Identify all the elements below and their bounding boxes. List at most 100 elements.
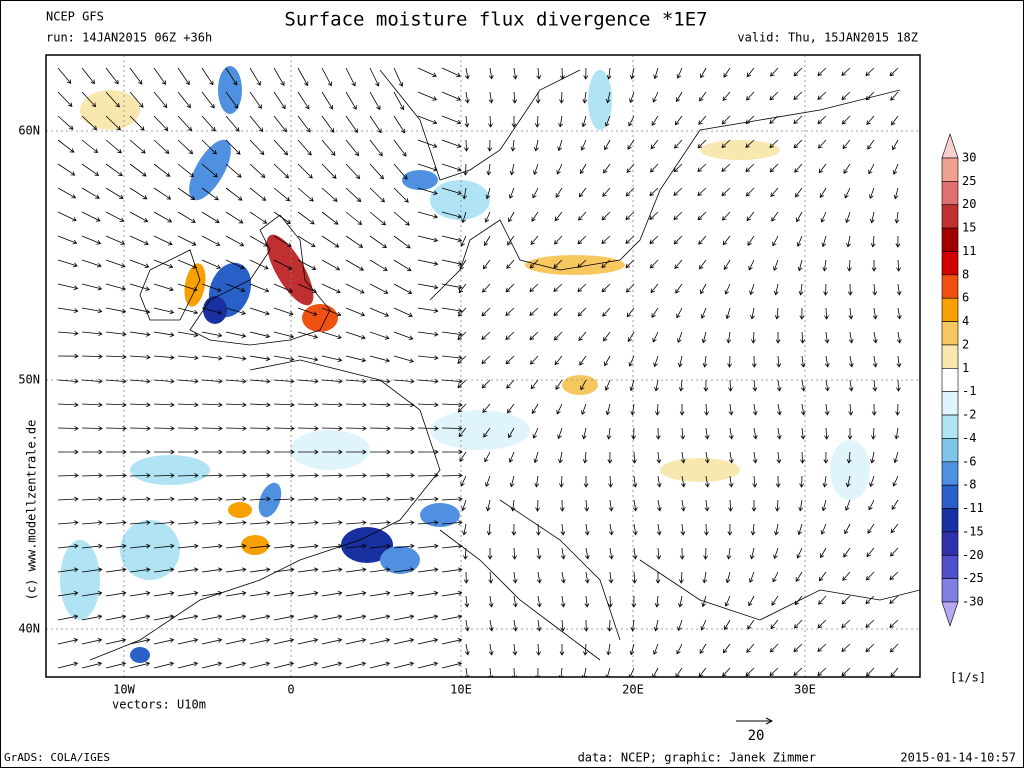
coastline (189, 214, 331, 346)
colorbar-label: 8 (962, 267, 969, 281)
coastline (139, 249, 201, 321)
shaded-region (562, 375, 598, 395)
colorbar-unit: [1/s] (950, 671, 986, 685)
shaded-region (184, 263, 206, 307)
wind-vectors (57, 67, 902, 677)
copyright: (c) www.modellzentrale.de (25, 420, 39, 601)
colorbar-label: 2 (962, 337, 969, 351)
lon-label: 20E (622, 683, 644, 697)
shaded-region (241, 535, 269, 555)
credits: data: NCEP; graphic: Janek Zimmer (578, 751, 816, 765)
colorbar-label: -20 (962, 548, 984, 562)
colorbar-box (941, 251, 959, 276)
reference-label: 20 (748, 728, 765, 744)
coastline (439, 499, 920, 661)
lat-label: 40N (18, 622, 40, 636)
colorbar-label: -15 (962, 524, 984, 538)
colorbar-label: -6 (962, 454, 976, 468)
shaded-region (120, 520, 180, 580)
colorbar-label: -2 (962, 408, 976, 422)
colorbar-label: -25 (962, 571, 984, 585)
colorbar-label: 20 (962, 197, 976, 211)
colorbar-box (941, 321, 959, 346)
colorbar-label: -11 (962, 501, 984, 515)
shaded-region (588, 70, 612, 130)
colorbar-box (941, 227, 959, 252)
lat-label: 50N (18, 373, 40, 387)
colorbar-box (941, 204, 959, 229)
shaded-region (258, 482, 282, 518)
colorbar-box (941, 438, 959, 463)
shaded-region (203, 296, 227, 324)
map-title: Surface moisture flux divergence *1E7 (284, 9, 707, 31)
model-name: NCEP GFS (46, 10, 104, 24)
shaded-region (525, 255, 625, 275)
shaded-region (80, 90, 140, 130)
shaded-region (430, 180, 490, 220)
colorbar-label: -8 (962, 478, 976, 492)
colorbar-box (941, 414, 959, 439)
shaded-region (189, 139, 231, 201)
colorbar-box (941, 368, 959, 392)
lon-label: 10W (113, 683, 135, 697)
colorbar-label: 1 (962, 361, 969, 375)
colorbar-box (941, 461, 959, 486)
field-shading (60, 66, 870, 663)
shaded-region (302, 304, 338, 332)
reference-arrow (736, 717, 774, 725)
software: GrADS: COLA/IGES (4, 751, 110, 764)
shaded-region (218, 66, 242, 114)
lon-label: 0 (287, 683, 294, 697)
coastlines (89, 69, 920, 661)
colorbar-label: 15 (962, 221, 976, 235)
shaded-region (266, 234, 314, 306)
shaded-region (420, 503, 460, 527)
coastline (89, 359, 441, 661)
shaded-region (341, 527, 393, 563)
shaded-region (380, 546, 420, 574)
valid-time: valid: Thu, 15JAN2015 18Z (737, 31, 918, 45)
map-frame (45, 54, 921, 678)
shaded-region (402, 170, 438, 190)
run-info: run: 14JAN2015 06Z +36h (46, 31, 212, 45)
shaded-region (290, 430, 370, 470)
shaded-region (228, 502, 252, 518)
colorbar-box (941, 274, 959, 299)
colorbar-box (941, 344, 959, 369)
timestamp: 2015-01-14-10:57 (900, 751, 1016, 765)
colorbar-box (941, 391, 959, 416)
colorbar: 30 25 20 15 11 8 6 4 2 1 -1 -2 -4 -6 -8 -11 -15 -20 -25 -30 (941, 133, 984, 627)
colorbar-box (941, 508, 959, 533)
colorbar-label: -4 (962, 431, 976, 445)
shaded-region (130, 455, 210, 485)
colorbar-label: 30 (962, 151, 976, 165)
colorbar-box (941, 578, 959, 603)
colorbar-box (941, 157, 959, 182)
colorbar-label: -1 (962, 384, 976, 398)
colorbar-box (941, 181, 959, 206)
colorbar-label: 11 (962, 244, 976, 258)
reference-arrow-shape (736, 717, 774, 725)
vectors-label: vectors: U10m (112, 698, 206, 712)
shaded-region (700, 140, 780, 160)
colorbar-label: 25 (962, 174, 976, 188)
lon-label: 10E (450, 683, 472, 697)
shaded-region (660, 458, 740, 482)
lat-label: 60N (18, 124, 40, 138)
colorbar-label: -30 (962, 595, 984, 609)
shaded-region (60, 540, 100, 620)
colorbar-label: 4 (962, 314, 969, 328)
coastline (379, 69, 581, 181)
colorbar-box (941, 484, 959, 509)
colorbar-triangle (941, 601, 959, 627)
coastline (429, 89, 901, 301)
shaded-region (130, 647, 150, 663)
shaded-region (830, 440, 870, 500)
shaded-region (430, 410, 530, 450)
colorbar-box (941, 554, 959, 579)
map-area (45, 54, 921, 678)
colorbar-box (941, 297, 959, 322)
colorbar-box (941, 531, 959, 556)
